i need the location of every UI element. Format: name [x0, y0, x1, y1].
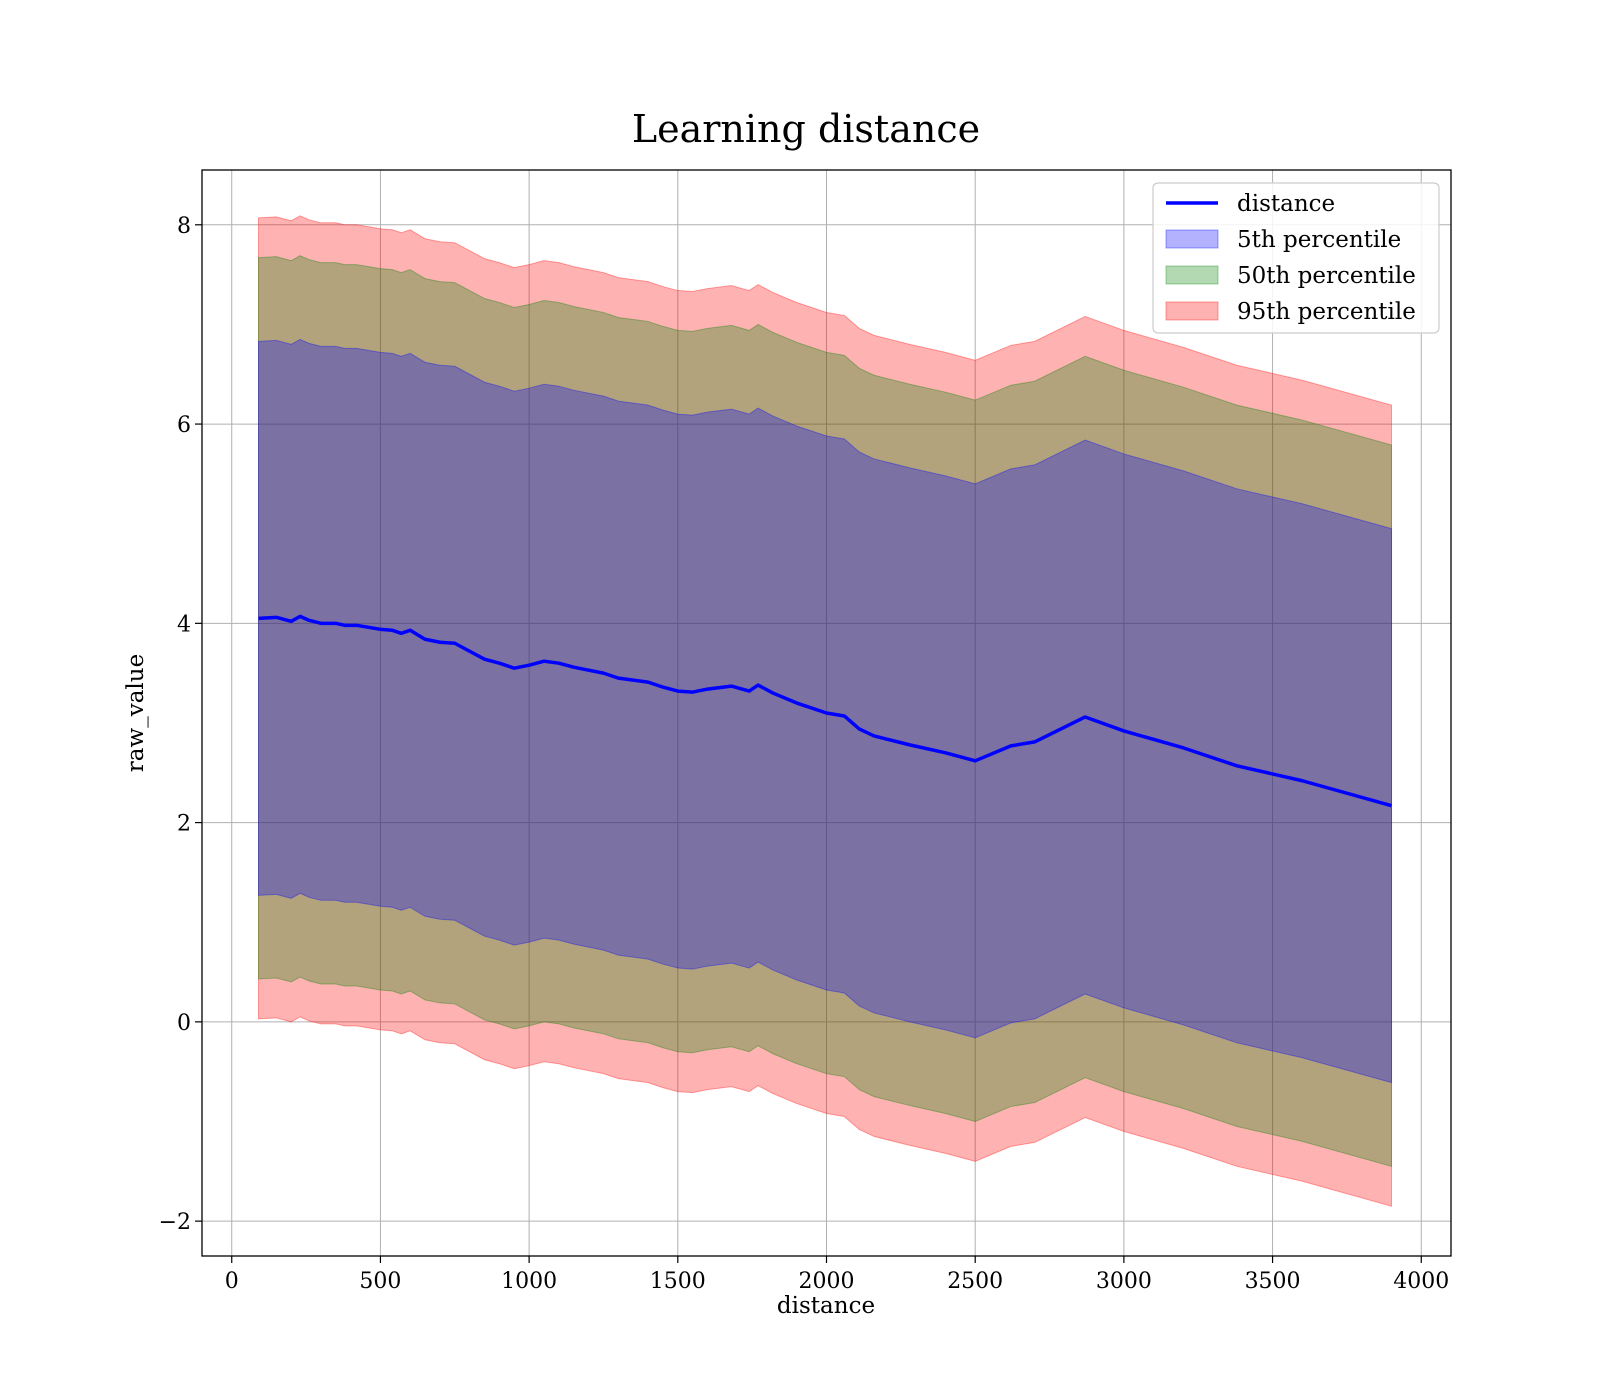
- x-tick-label: 2000: [799, 1269, 855, 1294]
- legend: distance 5th percentile 50th percentile 95t…: [1152, 182, 1440, 334]
- x-tick-label: 4000: [1393, 1269, 1449, 1294]
- legend-swatch-95th-percentile: [1165, 301, 1219, 321]
- legend-box: [1152, 182, 1440, 334]
- x-tick-label: 3000: [1096, 1269, 1152, 1294]
- legend-label-50th-percentile: 50th percentile: [1237, 263, 1416, 289]
- legend-swatch-50th-percentile: [1165, 265, 1219, 285]
- series-line-distance: [258, 614, 1392, 808]
- x-tick-label: 1500: [650, 1269, 706, 1294]
- y-tick-label: 4: [177, 612, 191, 637]
- y-axis-label: raw_value: [123, 654, 149, 772]
- y-tick-label: 6: [177, 413, 191, 438]
- legend-label-distance: distance: [1237, 191, 1335, 217]
- x-axis-ticks: 0 500 1000 1500 2000 2500 3000 3500 4000: [225, 1256, 1449, 1294]
- legend-items: distance 5th percentile 50th percentile 95t…: [1165, 191, 1416, 325]
- y-tick-label: −2: [159, 1210, 191, 1235]
- line-layer: [258, 614, 1392, 808]
- y-tick-label: 2: [177, 812, 191, 837]
- y-tick-label: 0: [177, 1011, 191, 1036]
- legend-swatch-5th-percentile: [1165, 229, 1219, 249]
- chart-title: Learning distance: [632, 107, 980, 151]
- legend-label-95th-percentile: 95th percentile: [1237, 299, 1416, 325]
- y-tick-label: 8: [177, 214, 191, 239]
- grid-layer: [202, 170, 1451, 1256]
- x-axis-label: distance: [777, 1293, 875, 1319]
- y-axis-ticks: −2 0 2 4 6 8: [159, 214, 202, 1235]
- legend-label-5th-percentile: 5th percentile: [1237, 227, 1401, 253]
- x-tick-label: 3500: [1245, 1269, 1301, 1294]
- x-tick-label: 0: [225, 1269, 239, 1294]
- x-tick-label: 2500: [947, 1269, 1003, 1294]
- x-tick-label: 1000: [501, 1269, 557, 1294]
- x-tick-label: 500: [359, 1269, 401, 1294]
